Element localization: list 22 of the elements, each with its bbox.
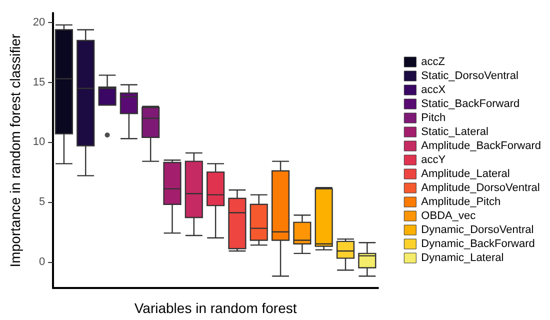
y-tick-label: 5: [39, 196, 46, 208]
legend-label: Static_DorsoVentral: [421, 70, 518, 82]
legend-label: Amplitude_DorsoVentral: [421, 182, 540, 194]
y-tick-label: 15: [32, 76, 46, 88]
y-tick-label: 20: [32, 16, 46, 29]
legend-label: OBDA_vec: [421, 210, 476, 222]
legend-label: Static_Lateral: [421, 126, 488, 138]
x-axis-title: Variables in random forest: [134, 300, 297, 316]
legend-label: Amplitude_BackForward: [421, 140, 542, 152]
legend-label: Dynamic_Lateral: [421, 252, 504, 264]
legend-label: Dynamic_DorsoVentral: [421, 224, 534, 236]
legend-label: Pitch: [421, 112, 446, 124]
y-axis-title: Importance in random forest classifier: [7, 34, 23, 268]
legend-label: accZ: [421, 56, 446, 68]
legend-label: Static_BackForward: [421, 98, 520, 110]
y-tick-label: 0: [39, 256, 46, 268]
legend-label: accY: [421, 154, 446, 166]
legend-label: Amplitude_Pitch: [421, 196, 501, 208]
y-tick-label: 10: [32, 136, 46, 148]
legend-label: accX: [421, 84, 446, 96]
legend-label: Amplitude_Lateral: [421, 168, 510, 180]
legend-label: Dynamic_BackForward: [421, 238, 535, 250]
